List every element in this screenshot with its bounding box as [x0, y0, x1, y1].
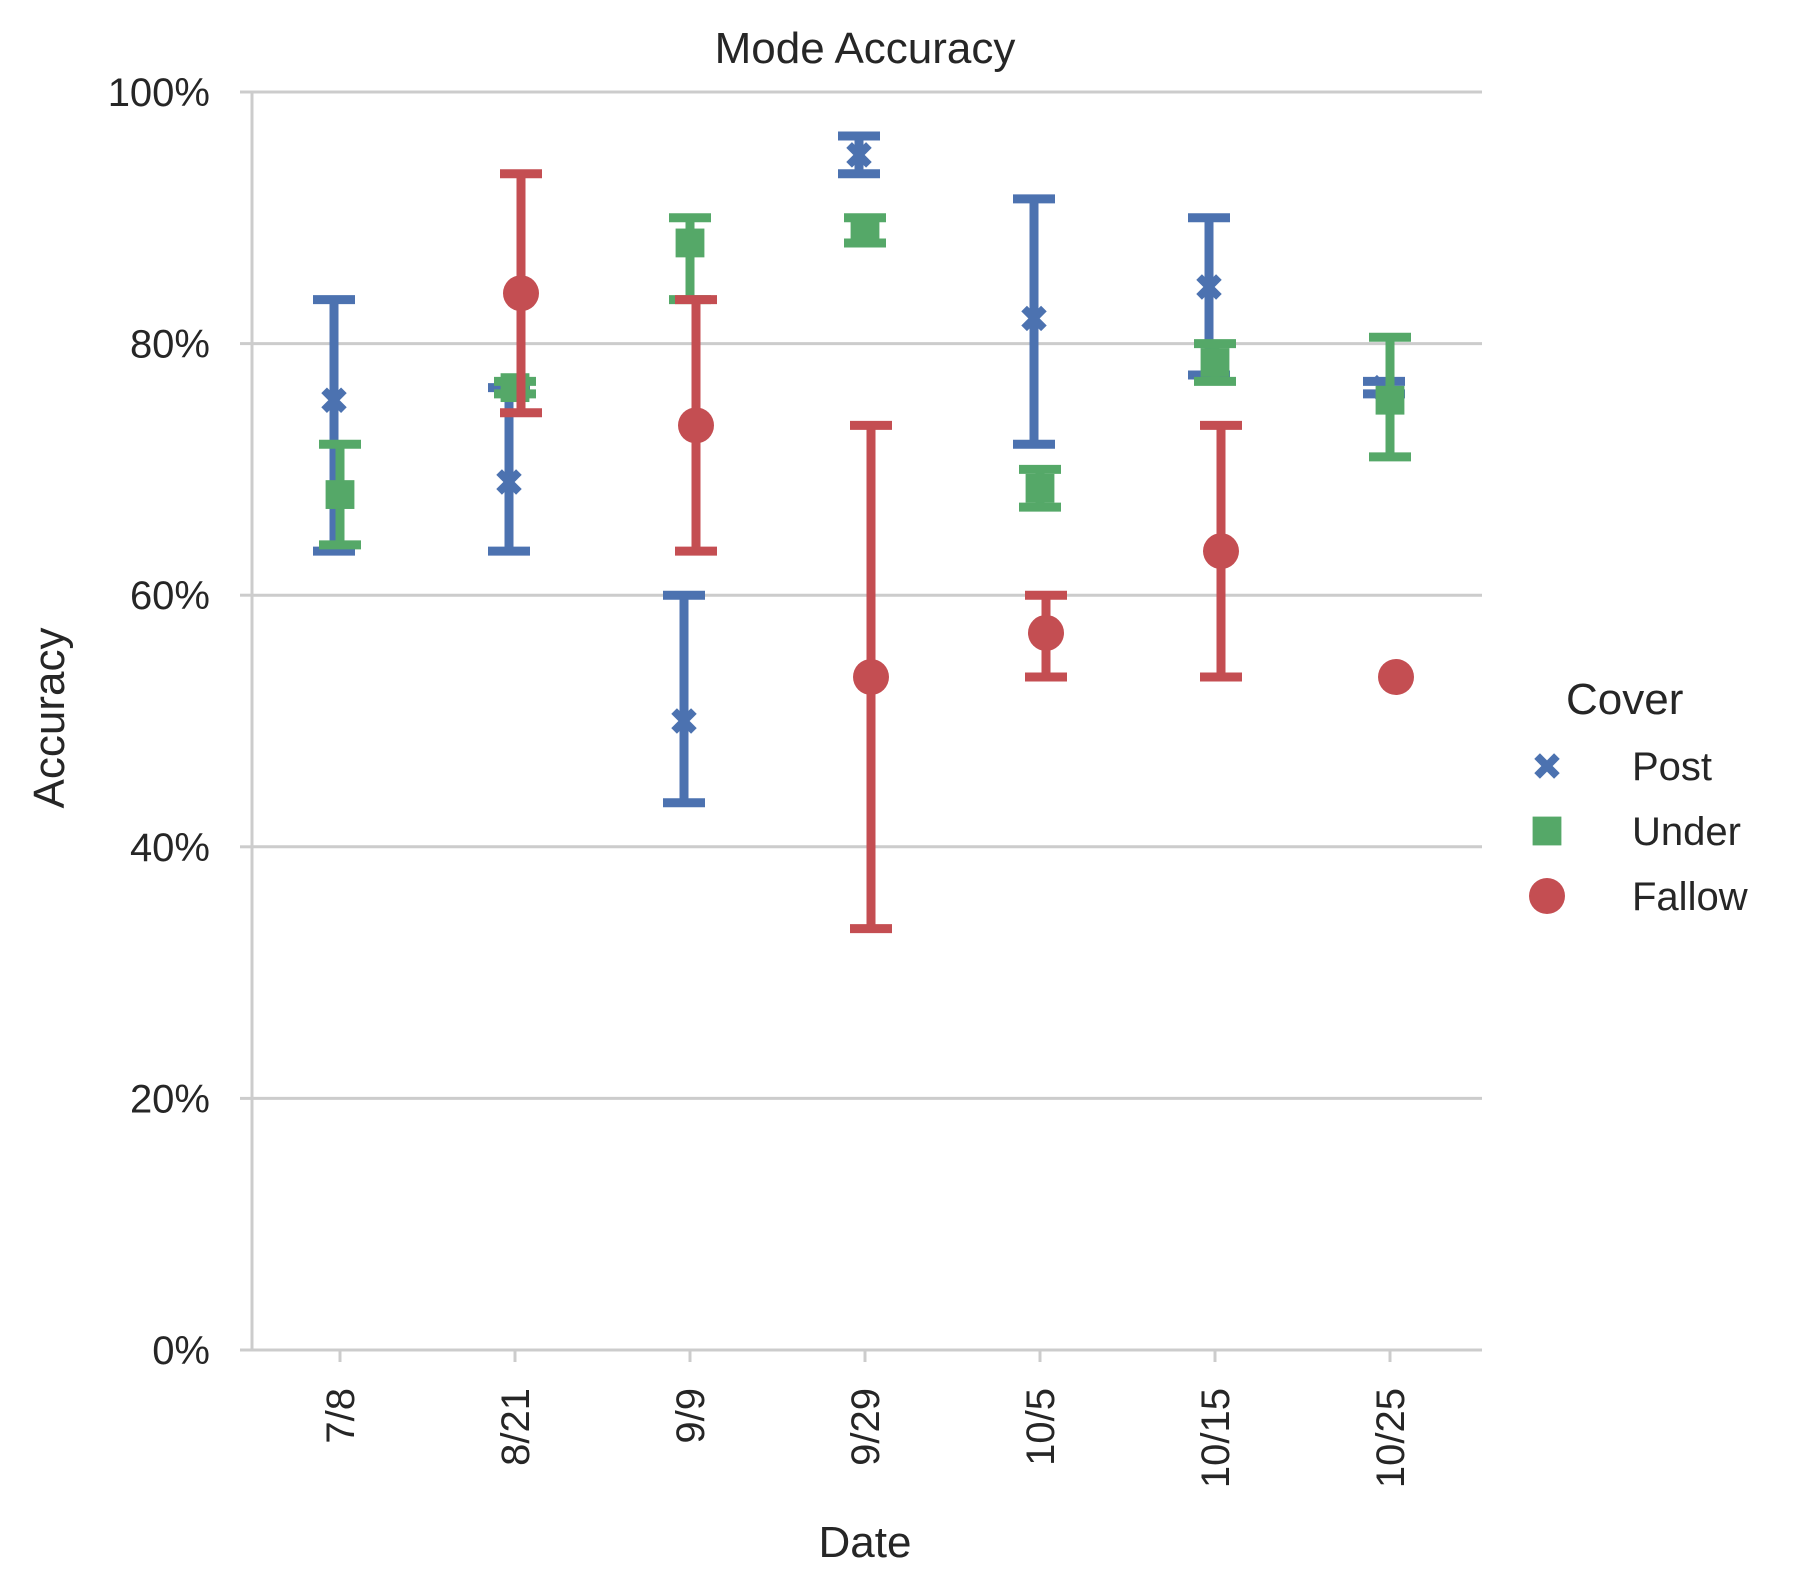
y-tick-label: 80%	[130, 323, 210, 367]
data-point	[1534, 753, 1560, 779]
y-tick-label: 40%	[130, 826, 210, 870]
data-point	[671, 708, 697, 734]
y-tick-labels: 0% 20% 40% 60% 80% 100%	[108, 71, 210, 1373]
series-under	[319, 213, 1411, 550]
legend-item-post: Post	[1534, 745, 1712, 789]
legend-item-fallow: Fallow	[1529, 875, 1748, 919]
data-point	[496, 469, 522, 495]
x-tick-label: 9/9	[669, 1388, 713, 1444]
x-tick-label: 10/5	[1019, 1388, 1063, 1466]
data-point	[846, 142, 872, 168]
series-post	[313, 131, 1405, 808]
legend-title: Cover	[1566, 675, 1683, 724]
legend-item-label: Fallow	[1632, 875, 1748, 919]
x-tick-label: 9/29	[844, 1388, 888, 1466]
y-tick-label: 0%	[152, 1329, 210, 1373]
data-point	[1196, 274, 1222, 300]
data-point	[850, 215, 880, 245]
gridlines	[240, 90, 1482, 1352]
legend: Cover Post Under Fallow	[1529, 675, 1748, 919]
y-tick-label: 20%	[130, 1077, 210, 1121]
data-point	[675, 228, 705, 258]
legend-item-under: Under	[1532, 810, 1741, 854]
y-axis-label: Accuracy	[25, 628, 74, 809]
data-point	[1025, 473, 1055, 503]
series-layer	[313, 131, 1414, 934]
error-bar	[663, 590, 705, 808]
chart-title: Mode Accuracy	[715, 24, 1016, 73]
data-point	[1375, 385, 1405, 415]
data-point	[321, 387, 347, 413]
x-tick-label: 8/21	[494, 1388, 538, 1466]
data-point	[503, 275, 539, 312]
legend-item-label: Post	[1632, 745, 1712, 789]
data-point	[1021, 305, 1047, 332]
data-point	[325, 480, 355, 509]
data-point	[1203, 533, 1239, 570]
x-tick-label: 10/15	[1194, 1388, 1238, 1488]
data-point	[1532, 816, 1562, 846]
y-tick-label: 100%	[108, 71, 210, 115]
series-fallow	[500, 169, 1414, 934]
x-tick-label: 7/8	[319, 1388, 363, 1444]
legend-item-label: Under	[1632, 810, 1741, 854]
data-point	[1200, 348, 1230, 377]
x-axis-label: Date	[819, 1518, 912, 1567]
data-point	[678, 407, 714, 444]
error-bar	[313, 295, 355, 556]
data-point	[1378, 658, 1414, 695]
axes	[250, 92, 1482, 1352]
data-point	[1028, 614, 1064, 651]
x-tick-labels: 7/8 8/21 9/9 9/29 10/5 10/15 10/25	[319, 1350, 1413, 1488]
y-tick-label: 60%	[130, 574, 210, 618]
data-point	[853, 658, 889, 695]
data-point	[1529, 878, 1565, 914]
x-tick-label: 10/25	[1369, 1388, 1413, 1488]
